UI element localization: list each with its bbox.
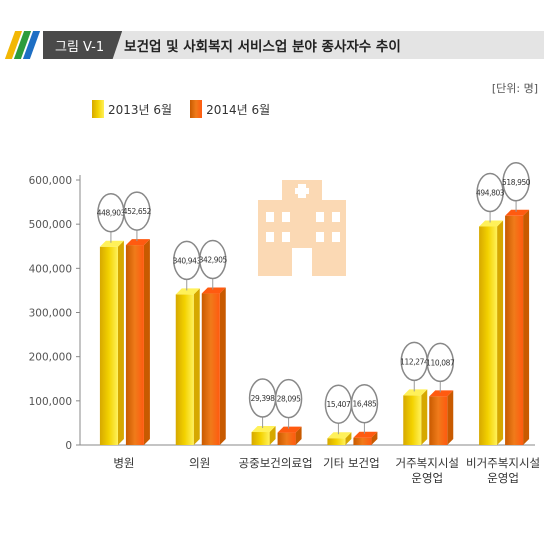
value-label-bubble [123, 191, 151, 231]
x-tick-label: 비거주복지시설 [466, 456, 540, 470]
value-label-bubble [274, 378, 303, 419]
legend-item-2013: 2013년 6월 [92, 100, 172, 118]
bar-side [117, 240, 124, 445]
x-tick-label: 기타 보건업 [323, 456, 380, 470]
bar [327, 438, 346, 445]
bar-top [251, 426, 276, 433]
bar-side [421, 389, 428, 445]
y-tick-label: 300,000 [29, 308, 72, 320]
bar-side [371, 431, 378, 445]
value-label: 342,905 [199, 256, 228, 265]
hospital-icon-window [282, 212, 290, 222]
hospital-icon-window [266, 232, 274, 242]
bar-top [277, 426, 302, 433]
hospital-icon-door [292, 248, 312, 276]
figure-header: 그림 V-1 보건업 및 사회복지 서비스업 분야 종사자수 추이 [4, 30, 544, 60]
bar-side [345, 432, 352, 445]
value-label: 112,274 [400, 357, 429, 366]
hospital-icon-window [332, 212, 340, 222]
value-label-bubble [199, 239, 227, 280]
value-label: 29,398 [251, 394, 275, 403]
bar-top [327, 432, 352, 439]
bar [353, 437, 372, 445]
bar-side [219, 287, 226, 445]
value-label: 16,485 [352, 400, 376, 409]
hospital-icon-window [316, 232, 324, 242]
value-label: 494,803 [476, 188, 505, 197]
value-label: 452,652 [123, 207, 152, 216]
bar-side [269, 426, 276, 445]
bar [201, 293, 220, 445]
legend-swatch-2013 [92, 100, 104, 118]
bar [251, 432, 270, 445]
value-label-bubble [502, 162, 530, 202]
value-label: 518,950 [502, 178, 531, 187]
bar [175, 294, 194, 445]
x-tick-label: 의원 [189, 456, 210, 470]
bar [479, 226, 498, 445]
value-label: 15,407 [326, 400, 350, 409]
y-tick-label: 200,000 [29, 352, 72, 364]
bar-top [125, 239, 150, 246]
hospital-icon-window [332, 232, 340, 242]
bar-top [505, 209, 530, 216]
legend-label-2013: 2013년 6월 [108, 102, 173, 117]
bar-top [429, 390, 454, 397]
bar-top [201, 287, 226, 294]
bar-side [193, 288, 200, 445]
figure-title: 보건업 및 사회복지 서비스업 분야 종사자수 추이 [112, 31, 544, 59]
value-label-bubble [426, 342, 454, 383]
y-tick-label: 400,000 [29, 263, 72, 275]
bar-side [447, 390, 454, 445]
bar-top [175, 288, 200, 295]
bar [277, 432, 296, 445]
value-label-bubble [350, 383, 379, 424]
value-label: 28,095 [277, 395, 301, 404]
hospital-icon-window [316, 212, 324, 222]
x-tick-label: 운영업 [411, 471, 443, 485]
bar-top [403, 389, 428, 396]
unit-label: [단위: 명] [491, 82, 538, 95]
legend-item-2014: 2014년 6월 [190, 100, 270, 118]
bar [125, 245, 144, 445]
legend: 2013년 6월 2014년 6월 [92, 100, 288, 118]
y-tick-label: 0 [65, 440, 72, 452]
figure-label: 그림 V-1 [43, 31, 123, 59]
value-label: 448,903 [97, 209, 126, 218]
y-tick-label: 100,000 [29, 396, 72, 408]
bar-side [523, 209, 530, 445]
x-tick-label: 병원 [113, 456, 134, 470]
bar-top [479, 220, 504, 227]
bar [505, 215, 524, 445]
bar [429, 396, 448, 445]
legend-label-2014: 2014년 6월 [206, 102, 271, 117]
value-label-bubble [476, 172, 504, 213]
bar-side [295, 426, 302, 445]
x-tick-label: 공중보건의료업 [239, 456, 313, 470]
hospital-icon-cross-h [295, 188, 309, 194]
hospital-icon-window [282, 232, 290, 242]
y-tick-label: 600,000 [29, 175, 72, 187]
legend-swatch-2014 [190, 100, 203, 118]
value-label: 110,087 [426, 358, 455, 367]
y-tick-label: 500,000 [29, 219, 72, 231]
bar-top [353, 431, 378, 438]
bar-side [143, 239, 150, 445]
bar [403, 395, 422, 445]
x-tick-label: 운영업 [487, 471, 519, 485]
hospital-icon-window [266, 212, 274, 222]
bar-top [99, 240, 124, 247]
value-label: 340,943 [173, 256, 202, 265]
bar [99, 246, 118, 445]
x-tick-label: 거주복지시설 [396, 456, 459, 470]
bar-side [497, 220, 504, 445]
